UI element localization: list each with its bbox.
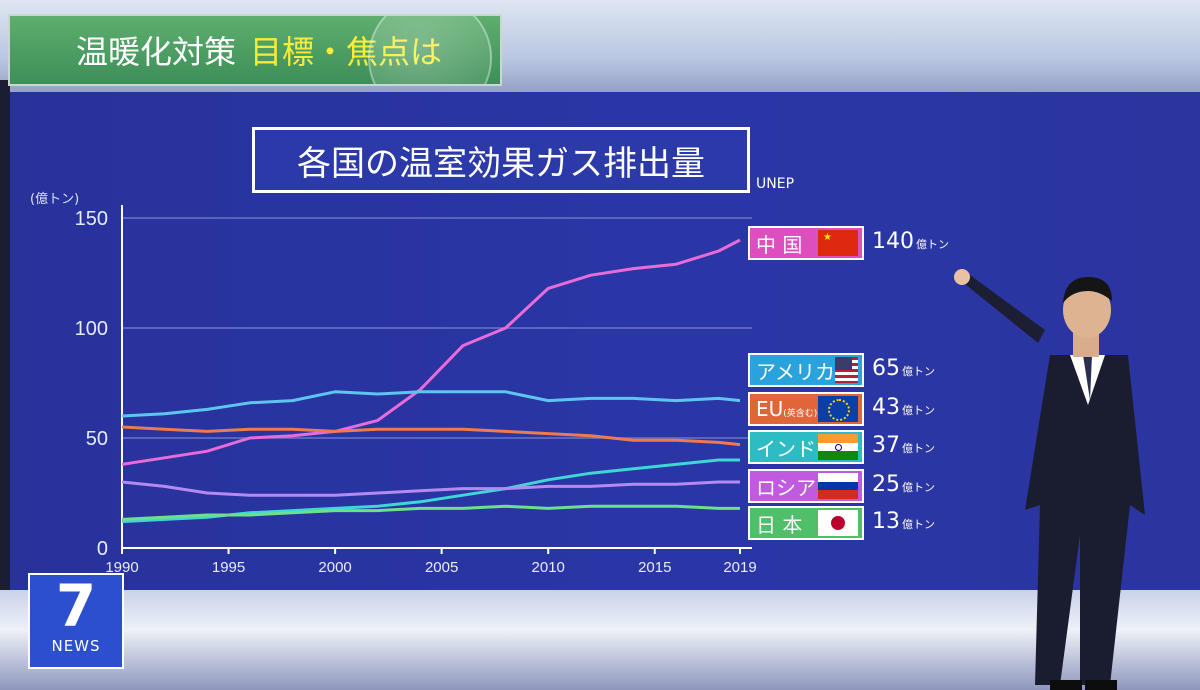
- x-tick-label: 2005: [425, 559, 458, 576]
- value-label-china: 140 億トン: [872, 229, 949, 254]
- legend-item-usa: アメリカ: [748, 353, 864, 387]
- presenter-figure: [954, 269, 1145, 690]
- y-tick-label: 0: [97, 538, 108, 560]
- value-unit-japan: 億トン: [902, 518, 935, 531]
- value-label-eu: 43 億トン: [872, 395, 935, 420]
- series-line-china: [121, 238, 741, 466]
- x-tick-label: 2010: [532, 559, 565, 576]
- topic-banner: 温暖化対策 目標・焦点は: [8, 14, 502, 86]
- value-number-russia: 25: [872, 472, 900, 497]
- value-label-usa: 65 億トン: [872, 356, 935, 381]
- logo-text: NEWS: [51, 637, 101, 655]
- x-tick-label: 1995: [212, 559, 245, 576]
- value-unit-china: 億トン: [916, 238, 949, 251]
- value-number-india: 37: [872, 433, 900, 458]
- china-flag-icon: ★: [818, 230, 858, 256]
- x-tick-label: 2015: [638, 559, 671, 576]
- value-label-japan: 13 億トン: [872, 509, 935, 534]
- logo-mark: 7: [55, 572, 97, 640]
- japan-flag-icon: [818, 510, 858, 536]
- x-tick-label: 2000: [318, 559, 351, 576]
- chart-source: UNEP: [756, 176, 795, 192]
- legend-item-russia: ロシア: [748, 469, 864, 503]
- series-line-japan: [121, 504, 740, 521]
- x-tick-label: 1990: [105, 559, 138, 576]
- value-number-china: 140: [872, 229, 914, 254]
- value-unit-usa: 億トン: [902, 365, 935, 378]
- legend-sublabel-eu: (英含む): [783, 409, 818, 419]
- topic-main: 温暖化対策: [76, 33, 237, 71]
- legend-label-russia: ロシア: [756, 475, 816, 500]
- legend-item-china: 中 国 ★: [748, 226, 864, 260]
- value-unit-eu: 億トン: [902, 404, 935, 417]
- y-tick-label: 150: [75, 208, 108, 230]
- y-axis-unit: (億トン): [30, 192, 80, 207]
- y-tick-label: 100: [75, 318, 108, 340]
- legend-label-usa: アメリカ: [756, 359, 835, 384]
- legend-item-japan: 日 本: [748, 506, 864, 540]
- legend-label-india: インド: [756, 436, 816, 461]
- value-label-russia: 25 億トン: [872, 472, 935, 497]
- channel-logo: 7 NEWS: [28, 573, 124, 669]
- series-line-eu: [121, 425, 741, 447]
- legend-label-eu: EU(英含む): [756, 397, 818, 421]
- value-unit-india: 億トン: [902, 442, 935, 455]
- eu-flag-icon: [818, 396, 858, 422]
- legend-item-india: インド: [748, 430, 864, 464]
- legend-item-eu: EU(英含む): [748, 392, 864, 426]
- x-tick-label: 2019: [723, 559, 756, 576]
- russia-flag-icon: [818, 473, 858, 499]
- screen-bezel: [0, 80, 10, 620]
- y-tick-label: 50: [86, 428, 108, 450]
- value-number-usa: 65: [872, 356, 900, 381]
- legend-label-china: 中 国: [756, 232, 803, 257]
- series-line-russia: [121, 480, 740, 497]
- chart-title: 各国の温室効果ガス排出量: [252, 127, 750, 193]
- usa-flag-icon: [835, 357, 858, 383]
- value-label-india: 37 億トン: [872, 433, 935, 458]
- studio-floor: [0, 590, 1200, 690]
- india-flag-icon: [818, 434, 858, 460]
- value-number-japan: 13: [872, 509, 900, 534]
- legend-label-japan: 日 本: [756, 512, 803, 537]
- value-number-eu: 43: [872, 395, 900, 420]
- globe-icon: [368, 16, 492, 84]
- value-unit-russia: 億トン: [902, 481, 935, 494]
- series-line-usa: [121, 390, 741, 418]
